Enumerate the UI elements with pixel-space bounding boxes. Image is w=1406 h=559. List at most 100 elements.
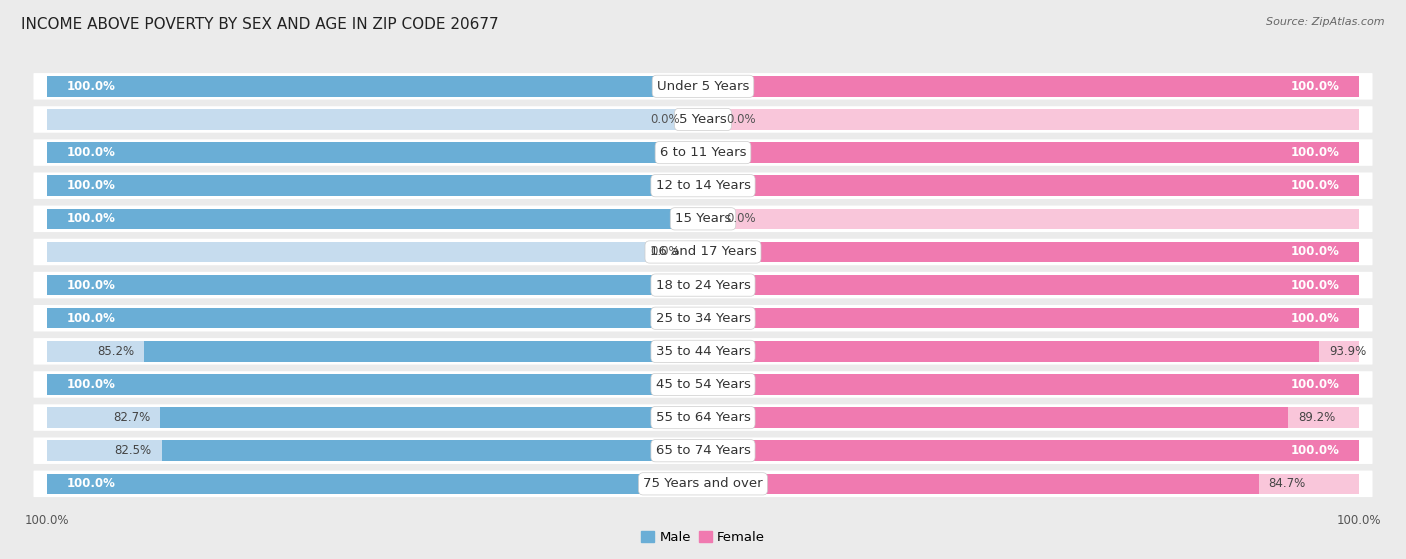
Text: 100.0%: 100.0% <box>66 212 115 225</box>
Bar <box>46 76 703 97</box>
Text: 55 to 64 Years: 55 to 64 Years <box>655 411 751 424</box>
Bar <box>703 341 1360 362</box>
Text: 100.0%: 100.0% <box>1291 444 1340 457</box>
Bar <box>160 408 703 428</box>
Bar <box>703 440 1360 461</box>
FancyBboxPatch shape <box>34 206 1372 232</box>
Bar <box>703 408 1288 428</box>
Bar <box>703 76 1360 97</box>
Text: 65 to 74 Years: 65 to 74 Years <box>655 444 751 457</box>
Text: 75 Years and over: 75 Years and over <box>643 477 763 490</box>
Bar <box>703 408 1360 428</box>
FancyBboxPatch shape <box>34 272 1372 299</box>
Text: 100.0%: 100.0% <box>1291 146 1340 159</box>
Text: 100.0%: 100.0% <box>1291 278 1340 292</box>
FancyBboxPatch shape <box>34 338 1372 364</box>
Text: 82.7%: 82.7% <box>114 411 150 424</box>
Text: 82.5%: 82.5% <box>115 444 152 457</box>
FancyBboxPatch shape <box>34 305 1372 331</box>
Text: 12 to 14 Years: 12 to 14 Years <box>655 179 751 192</box>
Bar <box>703 143 1360 163</box>
Bar <box>703 374 1360 395</box>
FancyBboxPatch shape <box>34 239 1372 265</box>
Text: 100.0%: 100.0% <box>66 179 115 192</box>
Legend: Male, Female: Male, Female <box>638 528 768 547</box>
Bar <box>703 76 1360 97</box>
Bar <box>46 209 703 229</box>
Bar <box>703 275 1360 295</box>
Text: 100.0%: 100.0% <box>66 278 115 292</box>
Text: 100.0%: 100.0% <box>66 477 115 490</box>
Text: 100.0%: 100.0% <box>66 312 115 325</box>
Text: 100.0%: 100.0% <box>66 378 115 391</box>
Bar <box>703 341 1319 362</box>
Text: 15 Years: 15 Years <box>675 212 731 225</box>
Text: INCOME ABOVE POVERTY BY SEX AND AGE IN ZIP CODE 20677: INCOME ABOVE POVERTY BY SEX AND AGE IN Z… <box>21 17 499 32</box>
Bar <box>46 473 703 494</box>
Bar <box>46 176 703 196</box>
Bar <box>703 109 1360 130</box>
Bar <box>143 341 703 362</box>
FancyBboxPatch shape <box>34 73 1372 100</box>
Bar <box>162 440 703 461</box>
Text: 18 to 24 Years: 18 to 24 Years <box>655 278 751 292</box>
Bar <box>703 176 1360 196</box>
Bar <box>46 308 703 329</box>
Bar <box>46 408 703 428</box>
Bar <box>46 76 703 97</box>
Text: Source: ZipAtlas.com: Source: ZipAtlas.com <box>1267 17 1385 27</box>
Text: 6 to 11 Years: 6 to 11 Years <box>659 146 747 159</box>
Text: 0.0%: 0.0% <box>651 113 681 126</box>
Bar <box>703 440 1360 461</box>
Bar <box>46 109 703 130</box>
Bar <box>46 374 703 395</box>
Text: 0.0%: 0.0% <box>725 113 755 126</box>
Bar <box>703 241 1360 262</box>
Text: 100.0%: 100.0% <box>66 146 115 159</box>
Text: 25 to 34 Years: 25 to 34 Years <box>655 312 751 325</box>
Text: 0.0%: 0.0% <box>725 212 755 225</box>
Bar <box>703 308 1360 329</box>
Bar <box>46 176 703 196</box>
Bar <box>46 275 703 295</box>
Bar <box>46 308 703 329</box>
Text: 100.0%: 100.0% <box>66 80 115 93</box>
Text: Under 5 Years: Under 5 Years <box>657 80 749 93</box>
Bar <box>703 209 1360 229</box>
Text: 89.2%: 89.2% <box>1298 411 1336 424</box>
Bar <box>703 143 1360 163</box>
Bar <box>46 275 703 295</box>
Bar <box>46 209 703 229</box>
Text: 100.0%: 100.0% <box>1291 179 1340 192</box>
FancyBboxPatch shape <box>34 471 1372 497</box>
FancyBboxPatch shape <box>34 173 1372 199</box>
Bar <box>46 143 703 163</box>
Bar <box>46 241 703 262</box>
FancyBboxPatch shape <box>34 404 1372 431</box>
Bar <box>46 374 703 395</box>
FancyBboxPatch shape <box>34 371 1372 397</box>
Text: 84.7%: 84.7% <box>1268 477 1306 490</box>
Text: 85.2%: 85.2% <box>97 345 134 358</box>
Bar <box>703 275 1360 295</box>
Bar <box>703 176 1360 196</box>
Bar <box>703 473 1360 494</box>
FancyBboxPatch shape <box>34 106 1372 132</box>
Bar <box>46 473 703 494</box>
Text: 35 to 44 Years: 35 to 44 Years <box>655 345 751 358</box>
Bar <box>703 308 1360 329</box>
Text: 0.0%: 0.0% <box>651 245 681 258</box>
Text: 16 and 17 Years: 16 and 17 Years <box>650 245 756 258</box>
Bar <box>46 341 703 362</box>
Text: 93.9%: 93.9% <box>1329 345 1367 358</box>
Text: 100.0%: 100.0% <box>1291 312 1340 325</box>
Text: 100.0%: 100.0% <box>1291 378 1340 391</box>
FancyBboxPatch shape <box>34 438 1372 464</box>
FancyBboxPatch shape <box>34 139 1372 166</box>
Text: 100.0%: 100.0% <box>1291 80 1340 93</box>
Text: 5 Years: 5 Years <box>679 113 727 126</box>
Bar <box>46 440 703 461</box>
Bar <box>703 241 1360 262</box>
Bar <box>46 143 703 163</box>
Bar <box>703 473 1258 494</box>
